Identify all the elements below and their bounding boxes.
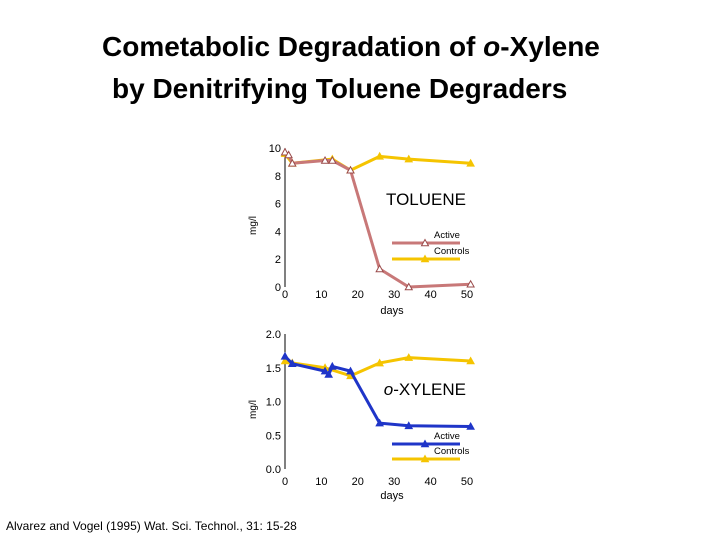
title-o: o — [483, 31, 501, 62]
y-tick-label: 8 — [275, 171, 281, 183]
x-tick-label: 10 — [315, 289, 327, 301]
data-point — [280, 147, 290, 156]
x-tick-label: 10 — [315, 476, 327, 488]
legend-label: Active — [434, 431, 460, 442]
x-axis-label: days — [380, 490, 404, 502]
chart-title-line2: by Denitrifying Toluene Degraders — [112, 73, 568, 104]
x-tick-label: 0 — [282, 476, 288, 488]
y-tick-label: 2 — [275, 254, 281, 266]
data-point — [327, 155, 337, 164]
data-point — [404, 154, 414, 163]
x-tick-label: 40 — [424, 476, 436, 488]
x-tick-label: 50 — [461, 476, 473, 488]
chart-1: 0.0 0.5 1.0 1.5 2.0 0 10 20 30 40 50 days mg/l o-XYLE… — [248, 329, 475, 502]
legend-label: Active — [434, 230, 460, 241]
data-point — [324, 369, 334, 378]
chart-0: 0 2 4 6 8 10 0 10 20 30 40 50 days mg/l TOLUENE Control… — [248, 143, 475, 317]
data-point — [287, 359, 297, 367]
y-tick-label: 0.5 — [266, 430, 281, 442]
annotation-text: -XYLENE — [393, 380, 466, 399]
y-tick-label: 10 — [269, 143, 281, 155]
x-axis-label: days — [380, 305, 404, 317]
y-tick-label: 0.0 — [266, 464, 281, 476]
series-annotation: o-XYLENE — [384, 380, 466, 399]
citation: Alvarez and Vogel (1995) Wat. Sci. Techn… — [6, 519, 297, 533]
series-active — [280, 351, 475, 430]
data-point — [346, 366, 355, 375]
data-point — [320, 366, 330, 375]
data-point — [375, 151, 384, 160]
annotation-italic-prefix: o — [384, 380, 393, 399]
legend-entry-active: Active — [392, 431, 460, 448]
data-point — [404, 282, 414, 291]
x-tick-label: 50 — [461, 289, 473, 301]
legend-label: Controls — [434, 446, 470, 457]
legend-marker — [420, 439, 430, 448]
x-tick-label: 30 — [388, 476, 400, 488]
x-tick-label: 40 — [424, 289, 436, 301]
data-point — [287, 158, 297, 167]
legend-marker — [420, 454, 430, 463]
data-point — [280, 351, 290, 360]
x-tick-label: 20 — [352, 476, 364, 488]
series-line-controls — [284, 356, 471, 378]
data-point — [284, 150, 293, 159]
y-tick-label: 1.0 — [266, 397, 281, 409]
series-annotation: TOLUENE — [386, 190, 466, 209]
y-tick-label: 6 — [275, 199, 281, 211]
data-point — [375, 418, 384, 427]
data-point — [466, 421, 475, 430]
data-point — [320, 155, 330, 164]
x-tick-label: 20 — [352, 289, 364, 301]
y-tick-label: 1.5 — [266, 363, 281, 375]
data-point — [404, 421, 414, 430]
x-tick-label: 0 — [282, 289, 288, 301]
legend-label: Controls — [434, 246, 470, 257]
legend-entry-controls: Controls — [392, 446, 470, 463]
y-axis-label: mg/l — [248, 216, 259, 235]
data-point — [404, 353, 414, 361]
legend-marker — [420, 238, 430, 247]
data-point — [466, 279, 475, 288]
y-axis-label: mg/l — [248, 400, 259, 419]
data-point — [327, 361, 337, 370]
y-tick-label: 0 — [275, 282, 281, 294]
legend-entry-controls: Controls — [392, 246, 470, 263]
data-point — [466, 158, 475, 167]
series-active — [280, 147, 475, 291]
chart-title-line1: Cometabolic Degradation of o-Xylene — [102, 31, 600, 62]
x-tick-label: 30 — [388, 289, 400, 301]
data-point — [375, 264, 384, 273]
series-line-active — [284, 150, 471, 289]
legend-entry-active: Active — [392, 230, 460, 247]
data-point — [346, 165, 355, 174]
y-tick-label: 4 — [275, 226, 281, 238]
data-point — [375, 358, 384, 367]
y-tick-label: 2.0 — [266, 329, 281, 341]
data-point — [466, 356, 475, 365]
data-point — [280, 356, 290, 365]
legend-marker — [420, 254, 430, 263]
